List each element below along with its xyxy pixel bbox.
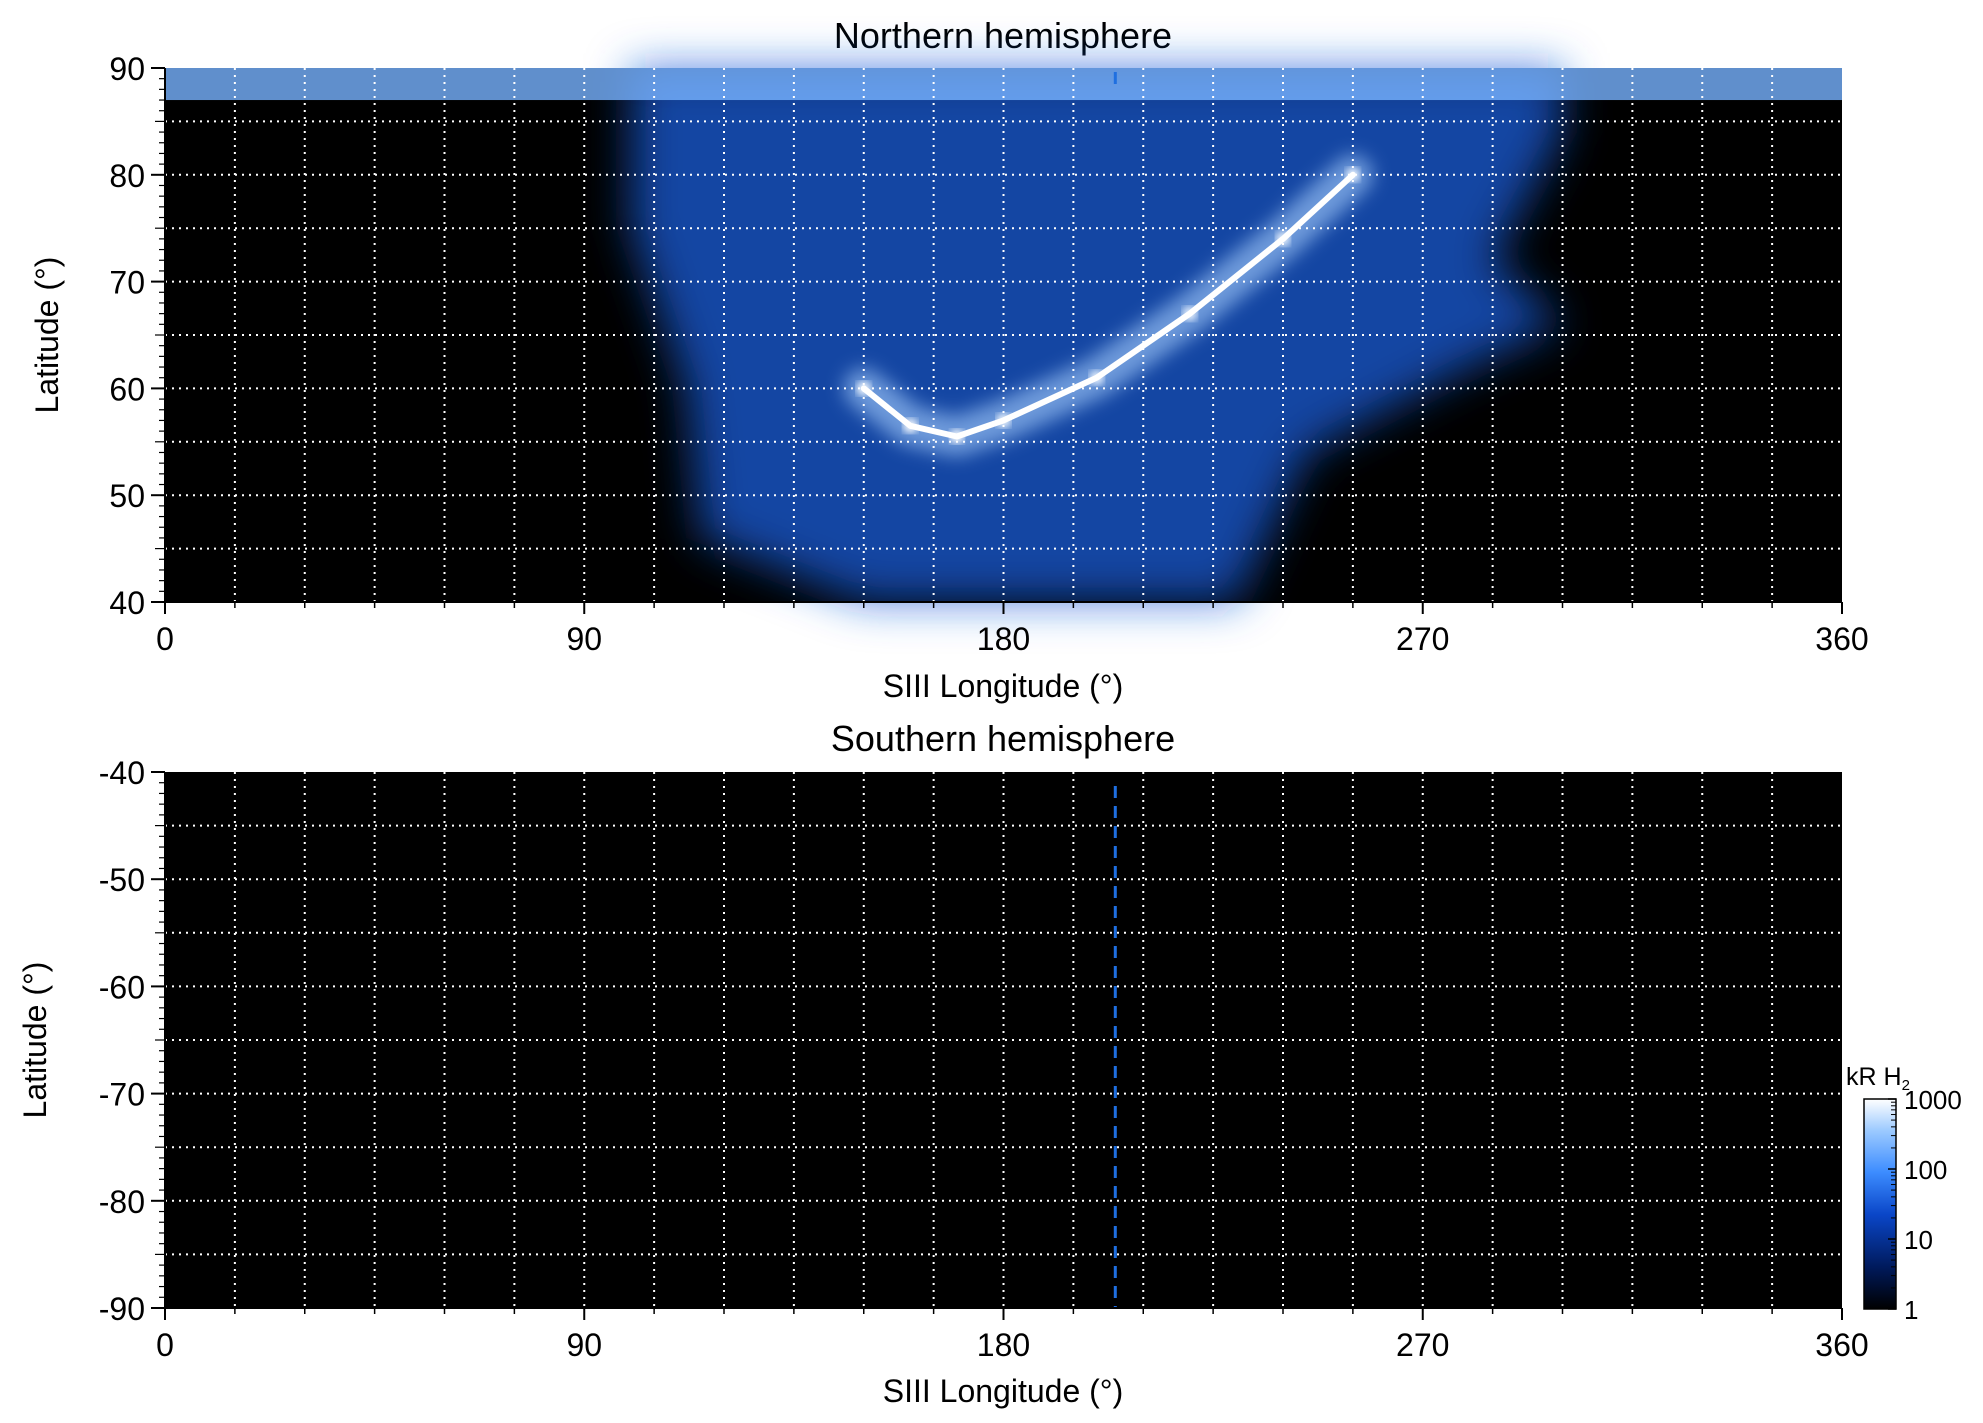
south-y-tick-label--50: -50 <box>99 862 145 898</box>
north-grid <box>165 68 1842 602</box>
north-y-tick-label-50: 50 <box>109 478 145 514</box>
south-x-tick-label-90: 90 <box>566 1327 602 1363</box>
south-y-tick-label--90: -90 <box>99 1291 145 1327</box>
north-y-axis-label: Latitude (°) <box>29 257 65 414</box>
north-panel-title: Northern hemisphere <box>834 15 1172 56</box>
colorbar-tick-label-10: 10 <box>1904 1225 1933 1255</box>
south-y-tick-label--80: -80 <box>99 1184 145 1220</box>
colorbar-ticks: 1000 100 10 1 <box>1888 1085 1962 1325</box>
south-y-tick-label--60: -60 <box>99 969 145 1005</box>
north-x-tick-label-270: 270 <box>1396 621 1449 657</box>
north-y-tick-label-40: 40 <box>109 585 145 621</box>
colorbar: kR H2 1000 100 10 1 <box>1846 1063 1962 1325</box>
southern-hemisphere-panel: Southern hemisphere 0 90 180 270 360 -40 -50 -6… <box>17 718 1869 1409</box>
colorbar-unit-label: kR H2 <box>1846 1063 1910 1094</box>
south-x-tick-label-180: 180 <box>977 1327 1030 1363</box>
north-y-tick-label-70: 70 <box>109 265 145 301</box>
south-panel-title: Southern hemisphere <box>831 718 1175 759</box>
colorbar-gradient <box>1863 1098 1897 1310</box>
south-y-tick-label--40: -40 <box>99 755 145 791</box>
north-x-tick-label-0: 0 <box>156 621 174 657</box>
south-y-tick-label--70: -70 <box>99 1077 145 1113</box>
south-x-tick-label-360: 360 <box>1815 1327 1868 1363</box>
colorbar-tick-label-1: 1 <box>1904 1295 1918 1325</box>
north-x-axis-label: SIII Longitude (°) <box>883 668 1123 704</box>
north-x-tick-label-360: 360 <box>1815 621 1868 657</box>
northern-hemisphere-panel: Northern hemisphere 0 90 180 270 360 40 50 60 70… <box>29 15 1869 704</box>
north-y-tick-label-80: 80 <box>109 158 145 194</box>
south-grid <box>165 772 1842 1308</box>
north-axes: 0 90 180 270 360 40 50 60 70 80 90 <box>109 51 1868 657</box>
colorbar-tick-label-100: 100 <box>1904 1155 1947 1185</box>
south-x-axis-label: SIII Longitude (°) <box>883 1373 1123 1409</box>
north-x-tick-label-180: 180 <box>977 621 1030 657</box>
north-polar-cap-band <box>165 68 1842 101</box>
north-y-tick-label-90: 90 <box>109 51 145 87</box>
north-y-tick-label-60: 60 <box>109 371 145 407</box>
south-y-axis-label: Latitude (°) <box>17 962 53 1119</box>
north-x-tick-label-90: 90 <box>566 621 602 657</box>
south-x-tick-label-0: 0 <box>156 1327 174 1363</box>
colorbar-tick-label-1000: 1000 <box>1904 1085 1962 1115</box>
south-axes: 0 90 180 270 360 -40 -50 -60 -70 -80 -90 <box>99 755 1869 1363</box>
south-x-tick-label-270: 270 <box>1396 1327 1449 1363</box>
north-main-oval-line <box>860 171 1356 440</box>
